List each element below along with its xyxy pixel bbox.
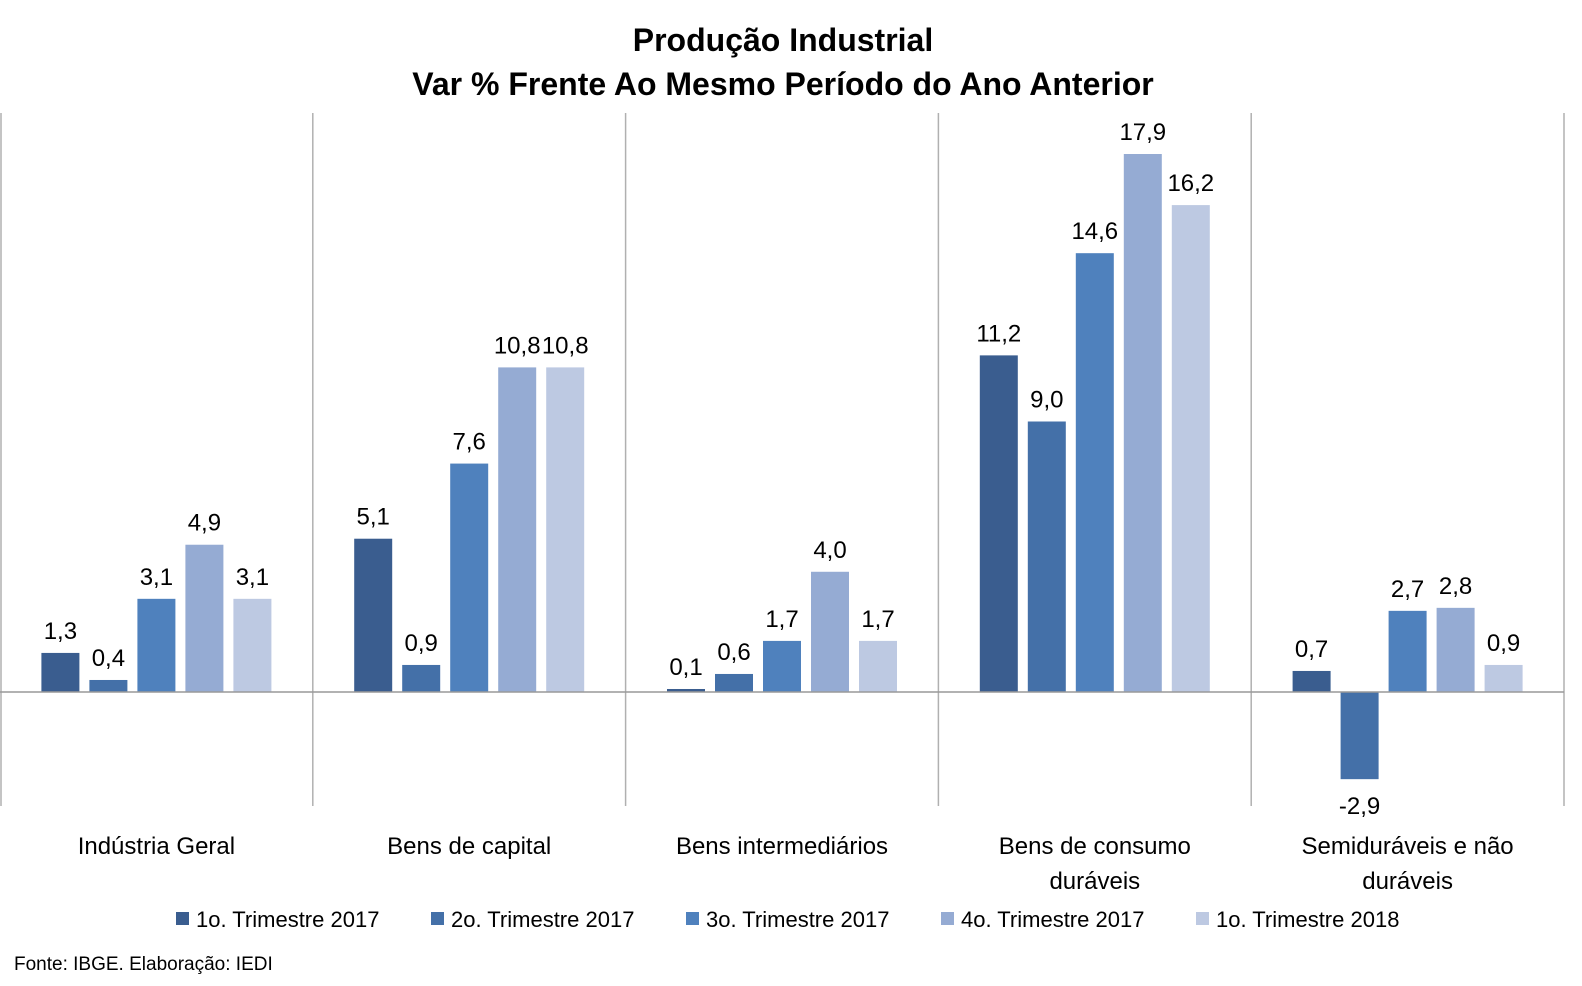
bar — [402, 664, 441, 692]
legend-label: 2o. Trimestre 2017 — [451, 907, 634, 932]
bar — [546, 367, 585, 692]
data-label: 11,2 — [976, 320, 1021, 347]
legend-swatch — [686, 912, 699, 925]
chart-title-line-2: Var % Frente Ao Mesmo Período do Ano Ant… — [412, 66, 1153, 102]
data-label: 4,0 — [813, 537, 846, 564]
data-label: 0,9 — [1487, 630, 1520, 657]
data-label: 10,8 — [494, 332, 541, 359]
category-label: Indústria Geral — [78, 833, 235, 860]
data-label: 7,6 — [453, 429, 486, 456]
bar — [1484, 664, 1523, 692]
legend-label: 1o. Trimestre 2018 — [1216, 907, 1399, 932]
category-separators — [0, 113, 1565, 806]
bar — [354, 538, 393, 692]
category-label: duráveis — [1362, 868, 1453, 895]
bar — [89, 679, 128, 692]
bar — [1075, 253, 1114, 692]
data-label: 0,7 — [1295, 636, 1328, 663]
bar — [1123, 154, 1162, 692]
data-label: 0,4 — [92, 645, 125, 672]
bar — [41, 652, 80, 692]
source-note: Fonte: IBGE. Elaboração: IEDI — [14, 954, 273, 975]
bar — [137, 598, 176, 692]
category-label: Bens de consumo — [999, 833, 1191, 860]
bar — [859, 640, 897, 692]
legend-label: 4o. Trimestre 2017 — [961, 907, 1144, 932]
bar — [450, 463, 489, 692]
data-label: -2,9 — [1339, 793, 1380, 820]
bar — [715, 673, 753, 692]
data-label: 0,6 — [717, 639, 750, 666]
chart-title-line-1: Produção Industrial — [633, 22, 933, 58]
legend-swatch — [176, 912, 189, 925]
bar — [667, 688, 705, 692]
data-label: 1,7 — [765, 606, 798, 633]
data-label: 2,8 — [1439, 573, 1472, 600]
legend: 1o. Trimestre 2017 2o. Trimestre 2017 3o. … — [176, 907, 1399, 932]
bar — [1436, 607, 1475, 692]
bar — [185, 544, 224, 692]
data-label: 0,1 — [669, 654, 702, 681]
category-labels: Indústria Geral Bens de capital Bens inter… — [78, 833, 1514, 895]
legend-swatch — [941, 912, 954, 925]
data-label: 1,3 — [44, 618, 77, 645]
category-label: Bens intermediários — [676, 833, 888, 860]
data-label: 10,8 — [542, 332, 589, 359]
data-label: 17,9 — [1119, 119, 1166, 146]
bar — [1027, 421, 1066, 692]
bar — [498, 367, 537, 692]
legend-label: 3o. Trimestre 2017 — [706, 907, 889, 932]
bars — [41, 154, 1523, 780]
data-label: 5,1 — [357, 504, 390, 531]
data-label: 14,6 — [1071, 218, 1118, 245]
bar — [1340, 692, 1379, 780]
data-label: 9,0 — [1030, 386, 1063, 413]
legend-label: 1o. Trimestre 2017 — [196, 907, 379, 932]
bar — [763, 640, 801, 692]
bar — [1388, 610, 1427, 692]
data-label: 16,2 — [1167, 170, 1214, 197]
category-label: Semiduráveis e não — [1302, 833, 1514, 860]
bar — [233, 598, 272, 692]
data-label: 1,7 — [861, 606, 894, 633]
bar — [979, 355, 1018, 692]
legend-swatch — [431, 912, 444, 925]
category-label: Bens de capital — [387, 833, 551, 860]
bar — [811, 571, 849, 692]
data-label: 4,9 — [188, 510, 221, 537]
category-label: duráveis — [1049, 868, 1140, 895]
legend-swatch — [1196, 912, 1209, 925]
data-label: 0,9 — [405, 630, 438, 657]
data-label: 3,1 — [236, 564, 269, 591]
data-label: 3,1 — [140, 564, 173, 591]
data-labels: 1,3 0,4 3,1 4,9 3,1 5,1 0,9 7,6 10,8 10,8 0,1 0,6 1,… — [44, 119, 1521, 820]
data-label: 2,7 — [1391, 576, 1424, 603]
bar — [1171, 205, 1210, 692]
bar — [1292, 670, 1331, 692]
